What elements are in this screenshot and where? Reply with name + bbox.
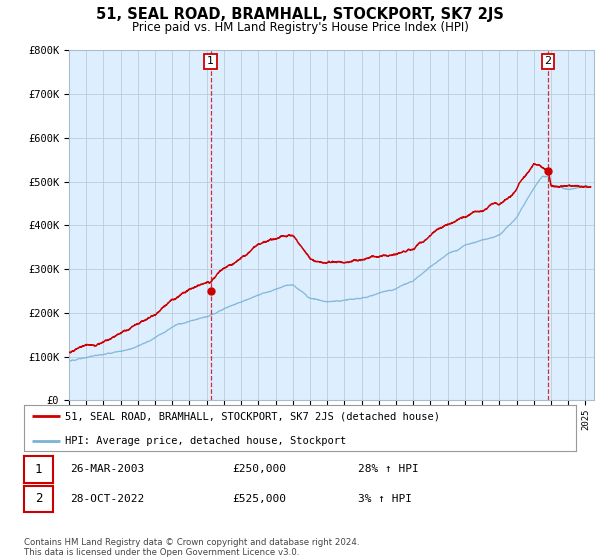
Text: Price paid vs. HM Land Registry's House Price Index (HPI): Price paid vs. HM Land Registry's House … — [131, 21, 469, 34]
Text: 2: 2 — [544, 57, 551, 66]
Text: £250,000: £250,000 — [232, 464, 286, 474]
Text: 26-MAR-2003: 26-MAR-2003 — [70, 464, 145, 474]
Text: 51, SEAL ROAD, BRAMHALL, STOCKPORT, SK7 2JS: 51, SEAL ROAD, BRAMHALL, STOCKPORT, SK7 … — [96, 7, 504, 22]
Text: 28-OCT-2022: 28-OCT-2022 — [70, 494, 145, 504]
Text: HPI: Average price, detached house, Stockport: HPI: Average price, detached house, Stoc… — [65, 436, 347, 446]
Text: 2: 2 — [35, 492, 42, 506]
Text: 28% ↑ HPI: 28% ↑ HPI — [358, 464, 418, 474]
Text: 51, SEAL ROAD, BRAMHALL, STOCKPORT, SK7 2JS (detached house): 51, SEAL ROAD, BRAMHALL, STOCKPORT, SK7 … — [65, 412, 440, 421]
Text: Contains HM Land Registry data © Crown copyright and database right 2024.
This d: Contains HM Land Registry data © Crown c… — [24, 538, 359, 557]
Text: 1: 1 — [35, 463, 42, 476]
Text: £525,000: £525,000 — [232, 494, 286, 504]
Text: 3% ↑ HPI: 3% ↑ HPI — [358, 494, 412, 504]
Text: 1: 1 — [207, 57, 214, 66]
